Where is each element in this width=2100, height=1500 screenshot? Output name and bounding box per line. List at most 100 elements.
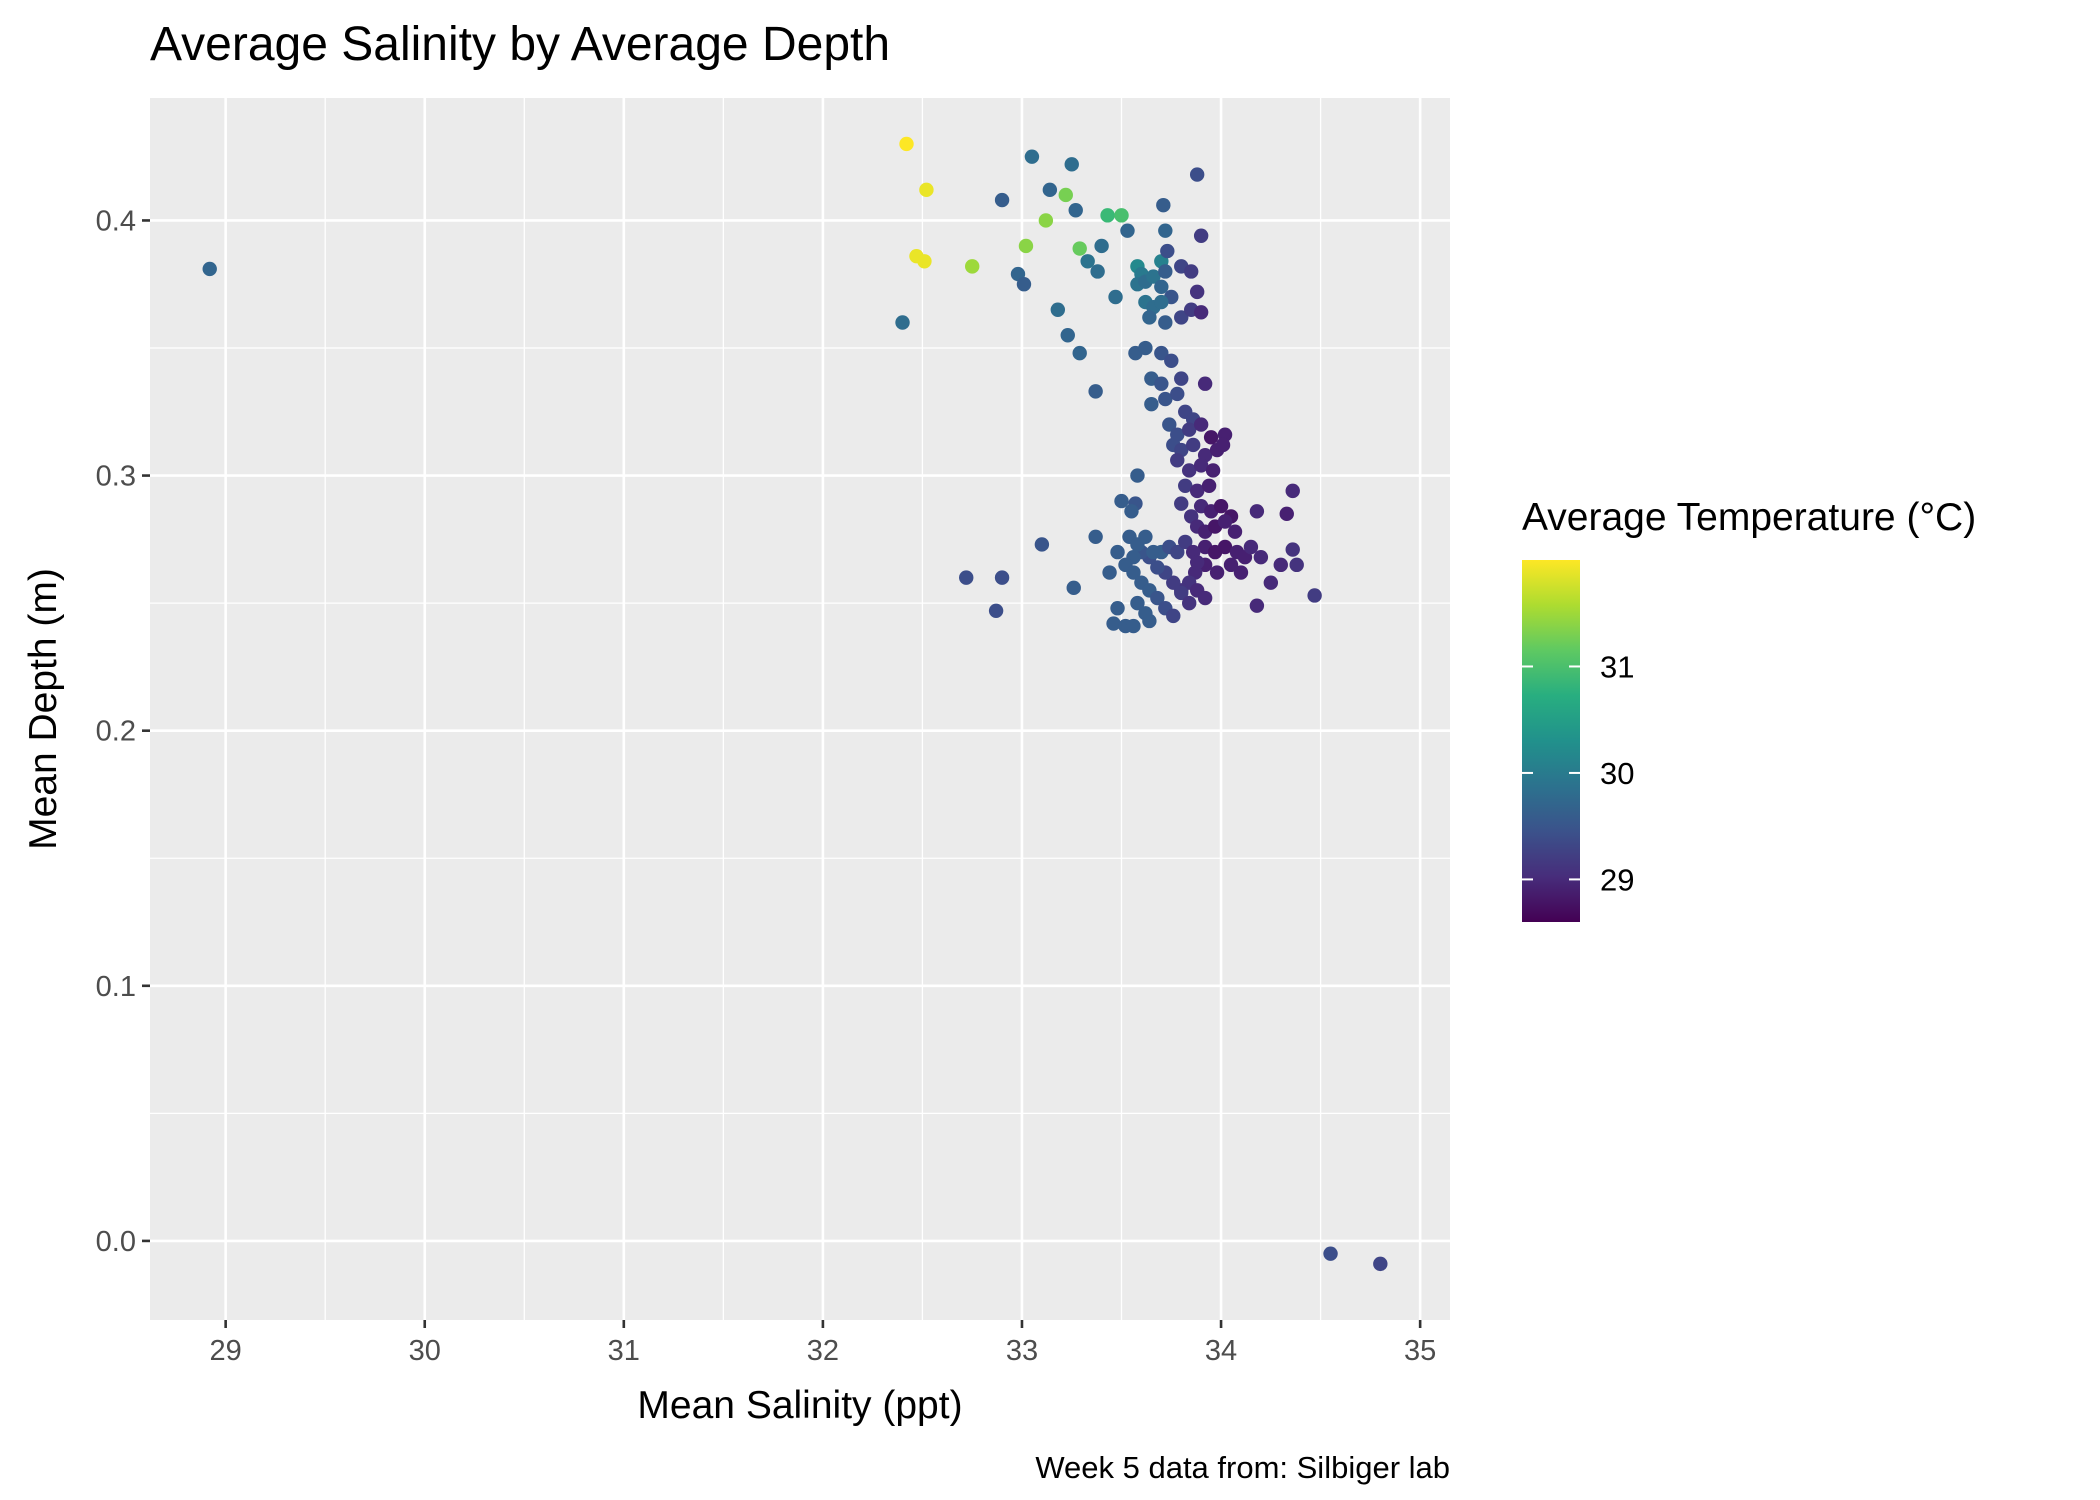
data-point — [1024, 149, 1040, 164]
data-point — [1170, 386, 1185, 402]
data-point — [1108, 289, 1123, 305]
x-tick-label: 34 — [1205, 1335, 1237, 1367]
data-point — [1183, 264, 1199, 279]
data-point — [202, 261, 217, 277]
data-point — [1156, 197, 1171, 213]
data-point — [1064, 157, 1079, 172]
data-point — [1164, 353, 1179, 368]
chart-caption: Week 5 data from: Silbiger lab — [1035, 1450, 1450, 1485]
plot-panel — [150, 98, 1450, 1320]
data-point — [1016, 277, 1032, 292]
data-point — [1038, 213, 1054, 228]
x-tick-label: 29 — [210, 1335, 242, 1367]
data-point — [1100, 208, 1115, 223]
x-tick-label: 30 — [409, 1335, 441, 1367]
data-point — [1215, 437, 1231, 453]
data-point — [1154, 345, 1169, 361]
data-point — [1197, 590, 1213, 606]
data-point — [1080, 254, 1095, 269]
data-point — [1158, 223, 1173, 238]
data-point — [1223, 557, 1239, 573]
data-point — [1285, 483, 1300, 499]
data-point — [1130, 595, 1145, 611]
data-point — [917, 254, 932, 269]
data-point — [1174, 371, 1189, 386]
data-point — [1088, 384, 1103, 399]
data-point — [1323, 1246, 1338, 1261]
y-axis: 0.0 0.1 0.2 0.3 0.4 — [96, 205, 150, 1258]
data-point — [1106, 616, 1121, 631]
data-point — [1285, 542, 1300, 557]
y-tick-label: 0.1 — [96, 971, 136, 1003]
x-tick-label: 31 — [608, 1335, 640, 1367]
data-point — [1205, 463, 1221, 478]
data-point — [1273, 557, 1288, 573]
data-point — [1249, 598, 1265, 613]
data-point — [1203, 430, 1219, 445]
data-point — [1120, 223, 1135, 238]
colorbar — [1522, 560, 1580, 922]
data-point — [1189, 284, 1205, 300]
data-point — [1034, 537, 1050, 552]
data-point — [1066, 580, 1081, 596]
data-point — [1158, 264, 1173, 279]
data-point — [994, 192, 1010, 208]
data-point — [1189, 483, 1205, 499]
data-point — [1253, 550, 1269, 565]
data-point — [1058, 187, 1073, 203]
data-point — [1138, 340, 1153, 356]
data-point — [1124, 504, 1139, 519]
data-point — [1227, 524, 1243, 539]
data-point — [1166, 575, 1181, 590]
data-point — [1189, 555, 1205, 570]
data-point — [1154, 279, 1169, 294]
data-point — [1018, 238, 1034, 254]
data-point — [1158, 315, 1173, 330]
data-point — [1197, 376, 1213, 391]
data-points — [202, 136, 1388, 1272]
data-point — [1162, 417, 1177, 432]
grid-lines — [150, 98, 1450, 1320]
y-tick-label: 0.4 — [96, 205, 136, 237]
data-point — [1174, 310, 1189, 325]
data-point — [1185, 437, 1201, 453]
x-tick-label: 33 — [1006, 1335, 1038, 1367]
data-point — [988, 603, 1004, 618]
data-point — [1146, 269, 1161, 284]
data-point — [1150, 560, 1165, 575]
data-point — [1126, 618, 1141, 634]
data-point — [1154, 294, 1169, 310]
data-point — [1042, 182, 1058, 198]
data-point — [994, 570, 1010, 585]
data-point — [1088, 529, 1103, 544]
x-axis: 29 30 31 32 33 34 35 — [210, 1320, 1436, 1367]
y-tick-label: 0.0 — [96, 1226, 136, 1258]
data-point — [1174, 496, 1189, 511]
data-point — [1182, 463, 1197, 478]
data-point — [1154, 376, 1169, 391]
data-point — [1102, 565, 1117, 580]
data-point — [1249, 504, 1265, 519]
data-point — [1150, 590, 1165, 606]
data-point — [1142, 310, 1157, 325]
data-point — [1201, 478, 1217, 493]
data-point — [1174, 585, 1189, 601]
data-point — [1193, 228, 1209, 243]
colorbar-ticks: 29 30 31 — [1522, 649, 1634, 897]
data-point — [1209, 565, 1225, 580]
y-tick-label: 0.3 — [96, 461, 136, 493]
data-point — [1243, 539, 1259, 555]
colorbar-tick-label: 29 — [1600, 862, 1634, 897]
data-point — [1090, 264, 1105, 279]
data-point — [1142, 613, 1157, 629]
color-legend: Average Temperature (°C) 29 30 31 — [1522, 496, 1976, 922]
data-point — [1193, 305, 1209, 320]
chart-title: Average Salinity by Average Depth — [150, 18, 890, 71]
data-point — [1307, 588, 1322, 603]
data-point — [1050, 302, 1066, 317]
data-point — [1289, 557, 1304, 573]
data-point — [1072, 241, 1087, 256]
data-point — [919, 182, 934, 198]
colorbar-tick-label: 30 — [1600, 756, 1634, 791]
